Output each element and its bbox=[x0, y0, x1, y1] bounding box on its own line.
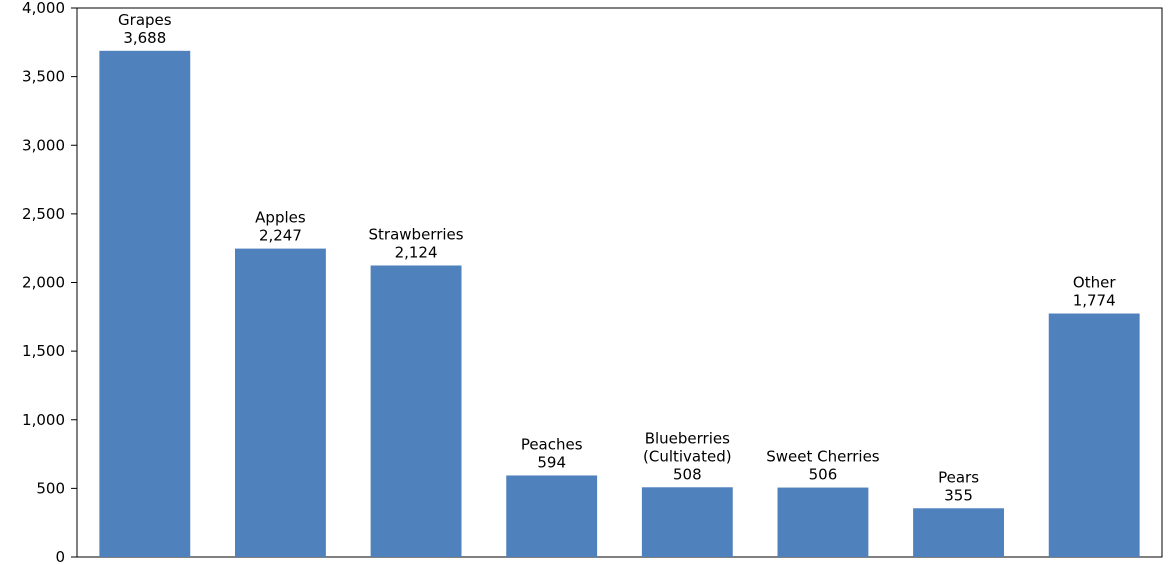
y-tick-label: 1,000 bbox=[22, 411, 65, 429]
bar-category-label: Blueberries bbox=[645, 429, 730, 447]
bar-category-label: Strawberries bbox=[369, 225, 464, 243]
bar bbox=[913, 508, 1004, 557]
bar-category-label: Pears bbox=[938, 468, 979, 486]
bar bbox=[641, 487, 733, 557]
bar-category-label: Peaches bbox=[521, 435, 583, 453]
y-axis: 0 500 1,000 1,500 2,000 2,500 3,000 3,500 4,000 bbox=[22, 0, 77, 565]
bar bbox=[506, 475, 598, 557]
bar-value-label: 508 bbox=[673, 465, 702, 483]
bar-category-label: Grapes bbox=[118, 11, 172, 29]
bar-value-label: 594 bbox=[537, 453, 566, 471]
y-tick-label: 2,500 bbox=[22, 205, 65, 223]
y-tick-label: 2,000 bbox=[22, 274, 65, 292]
bar bbox=[99, 50, 191, 558]
bar-category-label: Apples bbox=[255, 209, 306, 227]
bar-value-label: 1,774 bbox=[1073, 292, 1116, 310]
bar-value-label: 2,247 bbox=[259, 227, 302, 245]
bars bbox=[99, 50, 1140, 558]
bar-category-label: (Cultivated) bbox=[643, 447, 732, 465]
y-tick-label: 1,500 bbox=[22, 342, 65, 360]
bar-category-label: Other bbox=[1073, 274, 1116, 292]
bar bbox=[370, 265, 462, 557]
y-tick-label: 4,000 bbox=[22, 0, 65, 17]
bar bbox=[1048, 313, 1140, 557]
y-tick-label: 3,000 bbox=[22, 136, 65, 154]
y-tick-label: 3,500 bbox=[22, 68, 65, 86]
bar-value-label: 506 bbox=[809, 466, 838, 484]
bar-value-label: 3,688 bbox=[123, 29, 166, 47]
bar bbox=[777, 487, 869, 557]
bar-value-label: 355 bbox=[944, 486, 973, 504]
y-tick-label: 500 bbox=[36, 479, 65, 497]
y-tick-label: 0 bbox=[55, 548, 65, 565]
bar-category-label: Sweet Cherries bbox=[766, 448, 880, 466]
bar bbox=[235, 248, 326, 557]
bar-value-label: 2,124 bbox=[395, 243, 438, 261]
